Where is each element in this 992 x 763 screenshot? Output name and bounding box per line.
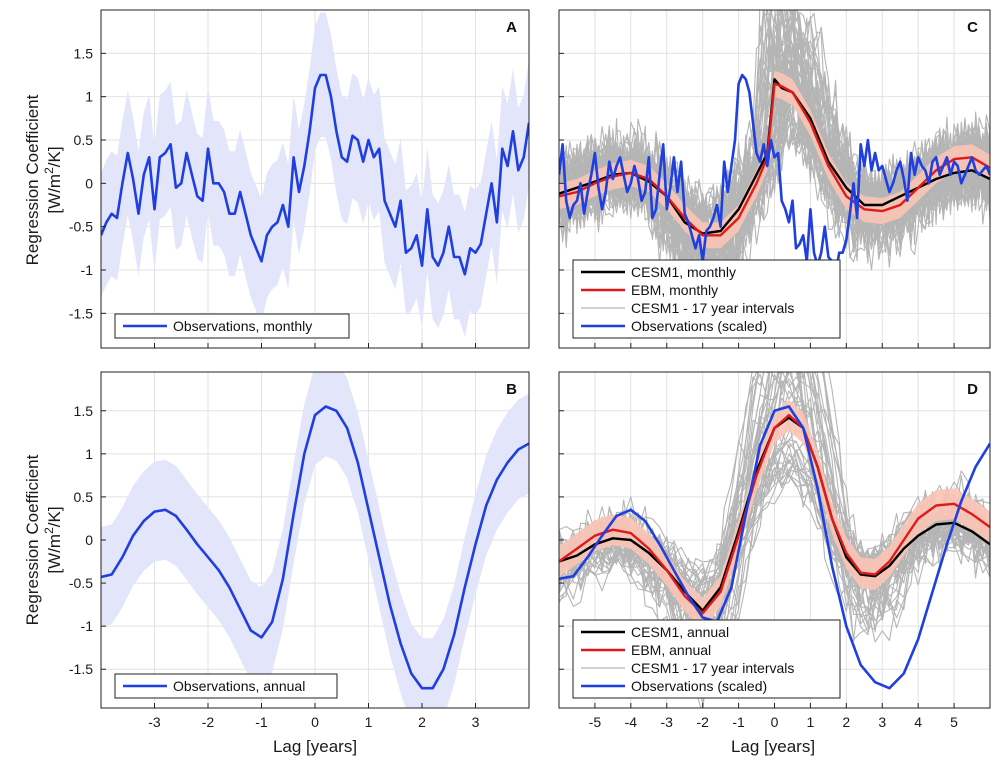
y-tick-label: 0.5 xyxy=(74,132,94,148)
legend: Observations, annual xyxy=(114,673,338,699)
panel-d: -5 -4 -3 -2 -1 0 1 2 3 4 5 D CESM1, annual EBM, annua… xyxy=(558,371,991,730)
x-tick-label: 0 xyxy=(771,714,779,730)
x-tick-label: 3 xyxy=(472,714,480,730)
x-tick-label: 1 xyxy=(807,714,815,730)
ensemble-line xyxy=(559,100,990,241)
legend-entry-label: Observations, annual xyxy=(173,678,305,694)
legend-entry-label: Observations (scaled) xyxy=(631,318,767,334)
y-tick-label: -1 xyxy=(81,618,94,634)
x-tick-label: -4 xyxy=(625,714,638,730)
y-axis-label-line1: Regression Coefficient xyxy=(23,454,42,625)
y-tick-label: 1 xyxy=(85,446,93,462)
legend: Observations, monthly xyxy=(114,313,350,339)
plot-area xyxy=(101,372,529,708)
panel-letter: C xyxy=(967,19,978,36)
x-tick-label: -2 xyxy=(202,714,215,730)
y-tick-label: -1.5 xyxy=(69,661,93,677)
y-tick-label: 1.5 xyxy=(74,403,94,419)
observations-line xyxy=(559,405,990,690)
y-axis-label-bottom: Regression Coefficient [W/m2/K] xyxy=(23,454,64,625)
observations-line xyxy=(101,73,529,276)
y-tick-label: -0.5 xyxy=(69,219,93,235)
y-tick-label: 0 xyxy=(85,175,93,191)
legend: CESM1, annual EBM, annual CESM1 - 17 year … xyxy=(572,619,841,699)
observations-uncertainty-band xyxy=(101,372,529,708)
y-tick-label: 1.5 xyxy=(74,45,94,61)
x-axis-label-left: Lag [years] xyxy=(273,737,357,756)
y-axis-label-line1: Regression Coefficient xyxy=(23,94,42,265)
y-tick-label: -1 xyxy=(81,262,94,278)
x-tick-label: 3 xyxy=(878,714,886,730)
legend-entry-label: Observations (scaled) xyxy=(631,678,767,694)
y-axis-label-line2: [W/m2/K] xyxy=(42,506,64,573)
panel-c: C CESM1, monthly EBM, monthly CESM1 - 17 ye… xyxy=(558,9,991,349)
legend-entry-label: CESM1 - 17 year intervals xyxy=(631,300,794,316)
x-tick-label: -1 xyxy=(255,714,268,730)
panel-letter: B xyxy=(506,381,517,398)
y-tick-label: -0.5 xyxy=(69,575,93,591)
y-tick-label: 1 xyxy=(85,89,93,105)
x-tick-label: 5 xyxy=(950,714,958,730)
y-tick-label: 0 xyxy=(85,532,93,548)
ebm-line xyxy=(559,413,990,615)
x-axis-label-right: Lag [years] xyxy=(731,737,815,756)
x-tick-label: -2 xyxy=(696,714,709,730)
panel-letter: D xyxy=(967,381,978,398)
cesm-mean-line xyxy=(559,416,990,612)
legend-entry-label: Observations, monthly xyxy=(173,318,312,334)
y-axis-label-line2: [W/m2/K] xyxy=(42,146,64,213)
legend-entry-label: CESM1, annual xyxy=(631,624,729,640)
x-tick-label: -3 xyxy=(661,714,674,730)
plot-area xyxy=(101,12,529,337)
panel-b: -3 -2 -1 0 1 2 3 -1.5 -1 -0.5 0 0.5 1 1.5 B Observation… xyxy=(69,371,530,730)
panel-letter: A xyxy=(506,19,517,36)
ensemble-line xyxy=(559,104,990,235)
plot-area xyxy=(559,10,990,317)
ensemble-line xyxy=(559,33,990,267)
ensemble-line xyxy=(559,458,990,595)
x-tick-label: 4 xyxy=(914,714,922,730)
y-axis-label-top: Regression Coefficient [W/m2/K] xyxy=(23,94,64,265)
ensemble-line xyxy=(559,10,990,308)
legend-entry-label: CESM1 - 17 year intervals xyxy=(631,660,794,676)
observations-line xyxy=(101,405,529,690)
x-tick-label: -5 xyxy=(589,714,602,730)
x-tick-label: -1 xyxy=(732,714,745,730)
y-tick-label: -1.5 xyxy=(69,305,93,321)
ensemble-line xyxy=(559,23,990,294)
observations-line xyxy=(559,73,990,276)
panel-a: -1.5 -1 -0.5 0 0.5 1 1.5 A Observations, monthly xyxy=(69,9,530,349)
legend-entry-label: EBM, annual xyxy=(631,642,711,658)
legend: CESM1, monthly EBM, monthly CESM1 - 17 yea… xyxy=(572,259,841,339)
x-tick-label: 2 xyxy=(842,714,850,730)
legend-entry-label: EBM, monthly xyxy=(631,282,718,298)
x-tick-label: 2 xyxy=(418,714,426,730)
y-tick-label: 0.5 xyxy=(74,489,94,505)
x-tick-label: -3 xyxy=(148,714,161,730)
x-tick-label: 0 xyxy=(311,714,319,730)
x-tick-label: 1 xyxy=(365,714,373,730)
legend-entry-label: CESM1, monthly xyxy=(631,264,736,280)
plot-area xyxy=(559,372,990,708)
